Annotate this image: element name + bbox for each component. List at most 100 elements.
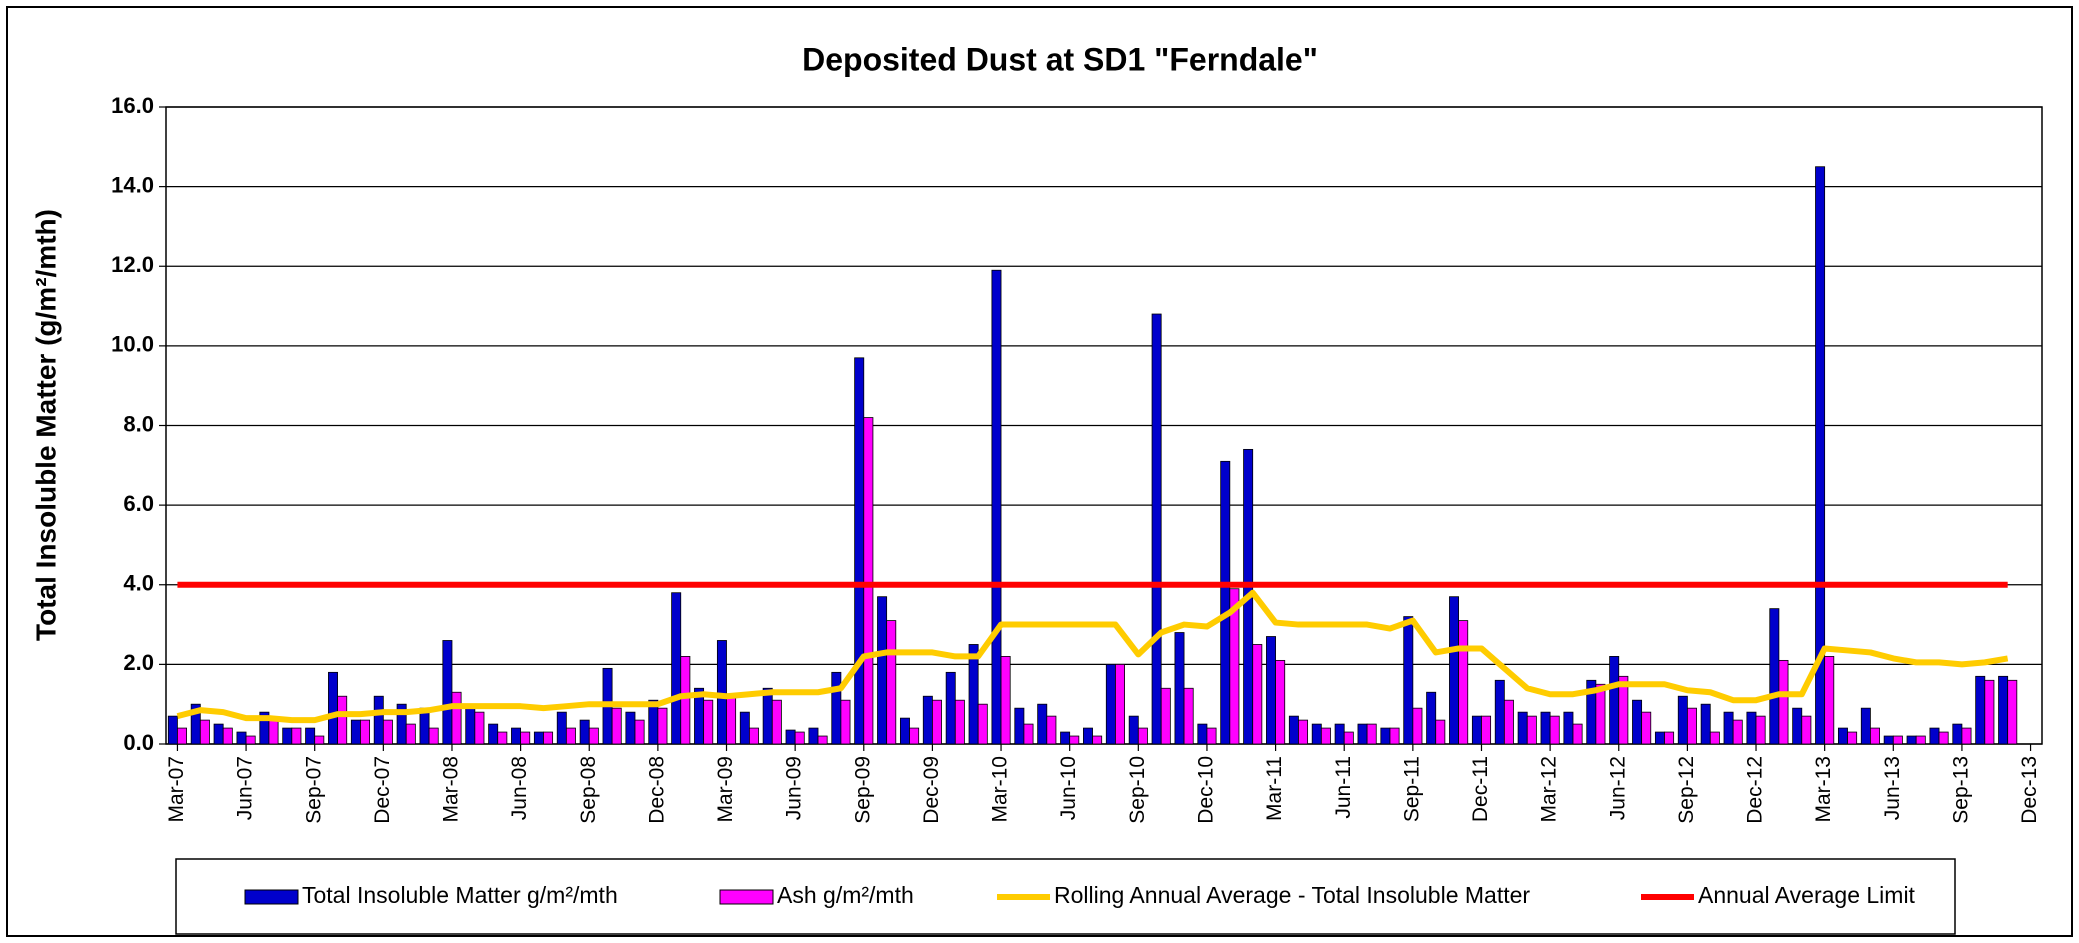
x-tick-label: Sep-12 bbox=[1675, 756, 1698, 824]
bar bbox=[1458, 620, 1469, 745]
bar bbox=[703, 699, 714, 745]
bar bbox=[1938, 731, 1949, 745]
bar bbox=[497, 731, 508, 745]
bar bbox=[899, 717, 910, 745]
bar bbox=[1000, 656, 1011, 745]
bar bbox=[1540, 711, 1551, 745]
bar bbox=[1092, 735, 1103, 745]
bar bbox=[817, 735, 828, 745]
x-tick-label: Dec-07 bbox=[371, 756, 394, 824]
x-tick-label: Sep-08 bbox=[577, 756, 600, 824]
bar bbox=[1174, 632, 1185, 745]
x-tick-label: Jun-12 bbox=[1606, 756, 1629, 820]
bar bbox=[726, 695, 737, 745]
y-tick-label: 16.0 bbox=[111, 93, 154, 118]
bar bbox=[1343, 731, 1354, 745]
bar bbox=[932, 699, 942, 745]
bar bbox=[360, 719, 371, 745]
bar bbox=[1815, 166, 1826, 745]
bar bbox=[1023, 723, 1034, 745]
legend-label: Rolling Annual Average - Total Insoluble… bbox=[1054, 882, 1530, 908]
y-tick-label: 10.0 bbox=[111, 332, 154, 357]
bar bbox=[977, 703, 988, 745]
bar bbox=[877, 596, 888, 745]
bar bbox=[1494, 679, 1505, 745]
bar bbox=[428, 727, 439, 745]
bar bbox=[1037, 703, 1048, 745]
x-tick-label: Dec-10 bbox=[1194, 756, 1217, 824]
x-tick-label: Dec-09 bbox=[920, 756, 943, 824]
bar bbox=[405, 723, 416, 745]
x-tick-label: Dec-12 bbox=[1744, 756, 1767, 824]
bar bbox=[1709, 731, 1720, 745]
bar bbox=[762, 687, 773, 745]
bar bbox=[863, 417, 874, 745]
bar bbox=[1481, 715, 1492, 745]
bar bbox=[945, 671, 956, 745]
x-tick-label: Mar-13 bbox=[1812, 756, 1835, 823]
bar bbox=[922, 695, 933, 745]
bar bbox=[199, 719, 210, 745]
bar bbox=[1609, 656, 1620, 745]
x-tick-label: Mar-07 bbox=[165, 756, 188, 823]
x-tick-label: Jun-13 bbox=[1881, 756, 1904, 820]
bar bbox=[1083, 727, 1093, 745]
bar bbox=[474, 711, 485, 745]
x-tick-label: Mar-09 bbox=[714, 756, 737, 823]
bar bbox=[1403, 616, 1414, 745]
bar bbox=[305, 727, 316, 745]
y-axis-label: Total Insoluble Matter (g/m²/mth) bbox=[30, 209, 61, 641]
bar bbox=[1471, 715, 1482, 745]
bar bbox=[854, 357, 865, 745]
bar bbox=[1046, 715, 1057, 745]
bar bbox=[1723, 711, 1734, 745]
bar bbox=[2007, 679, 2018, 745]
bar bbox=[840, 699, 851, 745]
bar bbox=[1137, 727, 1148, 745]
bar bbox=[382, 719, 393, 745]
bar bbox=[1160, 687, 1171, 745]
bar bbox=[1380, 727, 1391, 745]
bar bbox=[1220, 460, 1231, 745]
bar bbox=[1952, 723, 1963, 745]
bar bbox=[1449, 596, 1460, 745]
bar bbox=[1563, 711, 1574, 745]
bar bbox=[1275, 659, 1286, 745]
bar bbox=[1288, 715, 1299, 745]
bar bbox=[1700, 703, 1711, 745]
bar bbox=[282, 727, 293, 745]
bar bbox=[1014, 707, 1025, 745]
bar bbox=[1929, 727, 1940, 745]
bar bbox=[1517, 711, 1528, 745]
bar bbox=[588, 727, 599, 745]
bar bbox=[1357, 723, 1368, 745]
bar bbox=[556, 711, 567, 745]
bar bbox=[954, 699, 965, 745]
bar bbox=[1641, 711, 1652, 745]
bar bbox=[1183, 687, 1194, 745]
bar bbox=[909, 727, 920, 745]
bar bbox=[511, 727, 522, 745]
y-tick-label: 12.0 bbox=[111, 252, 154, 277]
bar bbox=[245, 735, 256, 745]
bar bbox=[1105, 663, 1116, 745]
x-tick-label: Sep-10 bbox=[1126, 756, 1149, 824]
bar bbox=[886, 620, 897, 745]
x-tick-label: Mar-12 bbox=[1538, 756, 1561, 823]
bar bbox=[739, 711, 750, 745]
x-tick-label: Sep-07 bbox=[302, 756, 325, 824]
y-tick-label: 14.0 bbox=[111, 172, 154, 197]
bar bbox=[1252, 644, 1263, 745]
bar bbox=[442, 640, 453, 745]
x-tick-label: Mar-11 bbox=[1263, 756, 1286, 821]
bar bbox=[1664, 731, 1675, 745]
bar bbox=[634, 719, 645, 745]
bar bbox=[1298, 719, 1309, 745]
bar bbox=[1412, 707, 1423, 745]
bar bbox=[177, 727, 187, 745]
bar bbox=[808, 727, 819, 745]
bar bbox=[328, 671, 338, 745]
x-tick-label: Mar-08 bbox=[440, 756, 463, 823]
x-tick-label: Jun-08 bbox=[508, 756, 531, 820]
